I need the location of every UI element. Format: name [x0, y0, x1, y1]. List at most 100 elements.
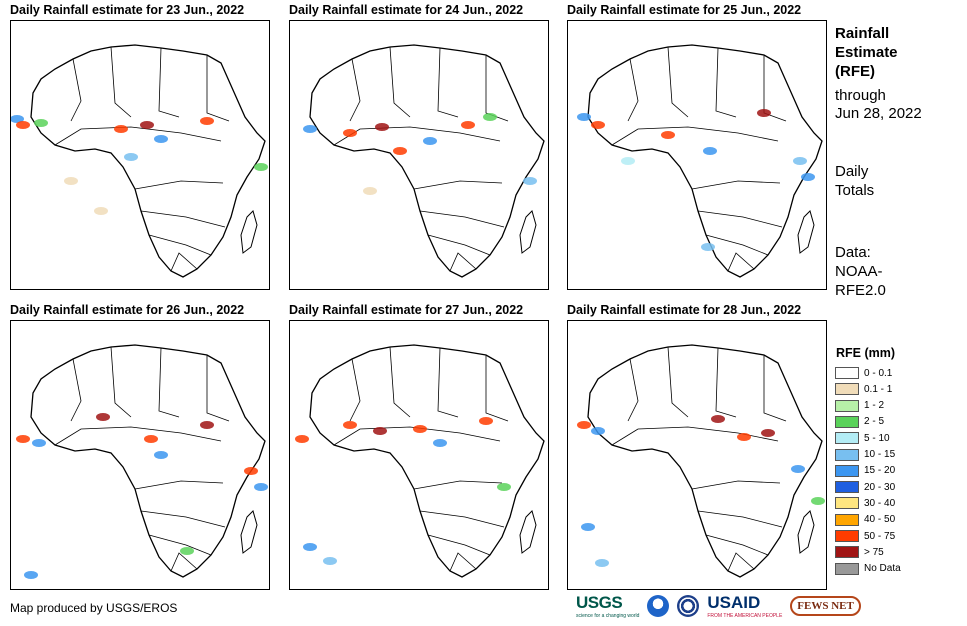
- rainfall-patch: [343, 421, 357, 429]
- legend-swatch: [835, 562, 859, 575]
- rainfall-patch: [64, 177, 78, 185]
- rainfall-patch: [661, 131, 675, 139]
- legend-item: 0 - 0.1: [835, 366, 892, 380]
- rainfall-patch: [701, 243, 715, 251]
- panel-title-1: Daily Rainfall estimate for 23 Jun., 202…: [10, 3, 245, 17]
- madagascar-outline: [519, 510, 537, 554]
- madagascar-outline: [797, 210, 815, 254]
- africa-map-3: [577, 44, 823, 278]
- country-border: [54, 126, 222, 146]
- rfe-title-line-1: Rainfall: [835, 25, 890, 42]
- country-border: [70, 358, 82, 422]
- through-date: Jun 28, 2022: [835, 105, 922, 122]
- country-border: [206, 355, 230, 422]
- africa-outline: [309, 344, 545, 578]
- rainfall-patch: [761, 429, 775, 437]
- panel-title-5: Daily Rainfall estimate for 27 Jun., 202…: [289, 303, 524, 317]
- rainfall-patch: [200, 421, 214, 429]
- country-border: [427, 534, 491, 556]
- legend-item: 40 - 50: [835, 513, 895, 527]
- country-border: [627, 358, 639, 422]
- africa-map-5: [295, 344, 545, 578]
- panel-title-2: Daily Rainfall estimate for 24 Jun., 202…: [289, 3, 524, 17]
- legend-label: No Data: [864, 563, 901, 575]
- legend-item: 0.1 - 1: [835, 382, 892, 396]
- country-border: [715, 347, 737, 418]
- logo-strip: USGS science for a changing world USAID …: [576, 593, 861, 619]
- africa-map-4: [16, 344, 268, 579]
- map-panel-6: [567, 320, 827, 590]
- country-border: [148, 234, 212, 256]
- data-line-2: NOAA-: [835, 263, 883, 280]
- rainfall-patch: [34, 119, 48, 127]
- madagascar-outline: [519, 210, 537, 254]
- country-border: [170, 552, 198, 572]
- rainfall-patch: [254, 163, 268, 171]
- legend-swatch: [835, 383, 859, 396]
- panel-title-4: Daily Rainfall estimate for 26 Jun., 202…: [10, 303, 245, 317]
- rainfall-patch: [343, 129, 357, 137]
- rainfall-patch: [363, 187, 377, 195]
- legend-swatch: [835, 513, 859, 526]
- rainfall-patch: [577, 113, 591, 121]
- rainfall-patch: [96, 413, 110, 421]
- country-border: [413, 180, 503, 190]
- country-border: [140, 510, 226, 528]
- country-border: [691, 480, 781, 490]
- country-border: [134, 180, 224, 190]
- country-border: [763, 355, 787, 422]
- rfe-title-line-3: (RFE): [835, 63, 875, 80]
- rainfall-patch: [375, 123, 389, 131]
- legend-label: 5 - 10: [864, 432, 890, 444]
- map-credit: Map produced by USGS/EROS: [10, 601, 178, 615]
- country-border: [349, 58, 361, 122]
- rainfall-patch: [154, 135, 168, 143]
- country-border: [413, 480, 503, 490]
- rainfall-patch: [11, 115, 24, 123]
- rainfall-patch: [791, 465, 805, 473]
- rainfall-patch: [244, 467, 258, 475]
- madagascar-outline: [797, 510, 815, 554]
- map-panel-1: [10, 20, 270, 290]
- rainfall-patch: [793, 157, 807, 165]
- africa-map-1: [11, 44, 268, 278]
- rainfall-patch: [801, 173, 815, 181]
- rainfall-patch: [303, 125, 317, 133]
- africa-outline: [309, 44, 545, 278]
- country-border: [611, 426, 779, 446]
- legend-swatch: [835, 546, 859, 559]
- map-panel-4: [10, 320, 270, 590]
- legend-swatch: [835, 432, 859, 445]
- legend-label: 0 - 0.1: [864, 367, 893, 379]
- country-border: [437, 47, 459, 118]
- rainfall-patch: [497, 483, 511, 491]
- country-border: [667, 46, 689, 118]
- country-border: [485, 55, 509, 122]
- legend-item: 10 - 15: [835, 448, 895, 462]
- africa-map-2: [303, 44, 545, 278]
- legend-title: RFE (mm): [836, 346, 896, 360]
- rfe-title-line-2: Estimate: [835, 44, 898, 61]
- rainfall-patch: [711, 415, 725, 423]
- usda-seal-logo: [677, 595, 700, 617]
- panel-title-3: Daily Rainfall estimate for 25 Jun., 202…: [567, 3, 802, 17]
- rainfall-patch: [483, 113, 497, 121]
- noaa-logo: [647, 595, 670, 617]
- country-border: [110, 46, 132, 118]
- usgs-tagline: science for a changing world: [576, 613, 640, 619]
- country-border: [691, 180, 781, 190]
- rainfall-patch: [581, 523, 595, 531]
- country-border: [449, 552, 477, 572]
- rainfall-patch: [140, 121, 154, 129]
- country-border: [419, 210, 505, 228]
- africa-outline: [587, 344, 823, 578]
- country-border: [158, 347, 180, 418]
- rainfall-patch: [703, 147, 717, 155]
- legend-swatch: [835, 497, 859, 510]
- country-border: [70, 58, 82, 122]
- rainfall-patch: [144, 435, 158, 443]
- legend-label: 40 - 50: [864, 514, 896, 526]
- rainfall-patch: [154, 451, 168, 459]
- madagascar-outline: [240, 210, 258, 254]
- country-border: [110, 346, 132, 418]
